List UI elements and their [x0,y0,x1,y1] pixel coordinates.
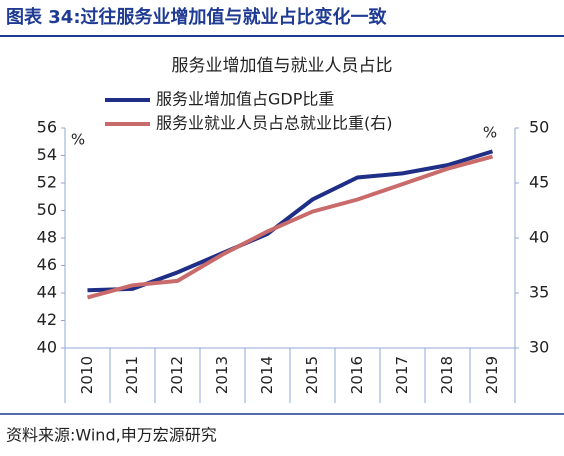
x-tick-label: 2011 [123,356,141,394]
y2-unit: % [483,124,497,142]
y-tick-label: 50 [37,200,57,219]
y2-tick-label: 30 [529,338,549,357]
y-tick-label: 52 [37,173,57,192]
x-tick-label: 2016 [348,356,366,394]
y2-tick-label: 40 [529,228,549,247]
page-title: 图表 34:过往服务业增加值与就业占比变化一致 [6,6,388,28]
y-tick-label: 46 [37,255,57,274]
y-tick-label: 56 [37,118,57,137]
y-tick-label: 40 [37,338,57,357]
series-line [87,149,494,293]
chart-title: 服务业增加值与就业人员占比 [172,56,393,76]
series-line [86,154,494,300]
legend-label: 服务业就业人员占总就业比重(右) [156,114,393,133]
y2-tick-label: 50 [529,118,549,137]
x-tick-label: 2019 [483,356,501,394]
legend-label: 服务业增加值占GDP比重 [156,90,334,109]
y2-tick-label: 45 [529,173,549,192]
x-tick-label: 2010 [78,356,96,394]
source: 资料来源:Wind,申万宏源研究 [6,426,217,445]
y-tick-label: 54 [37,145,57,164]
y-tick-label: 44 [37,283,57,302]
y2-tick-label: 35 [529,283,549,302]
x-tick-label: 2015 [303,356,321,394]
y-unit: % [71,131,85,149]
y-tick-label: 48 [37,228,57,247]
x-tick-label: 2018 [438,356,456,394]
x-tick-label: 2014 [258,356,276,394]
x-tick-label: 2013 [213,356,231,394]
x-tick-label: 2012 [168,356,186,394]
y-tick-label: 42 [37,310,57,329]
x-tick-label: 2017 [393,356,411,394]
